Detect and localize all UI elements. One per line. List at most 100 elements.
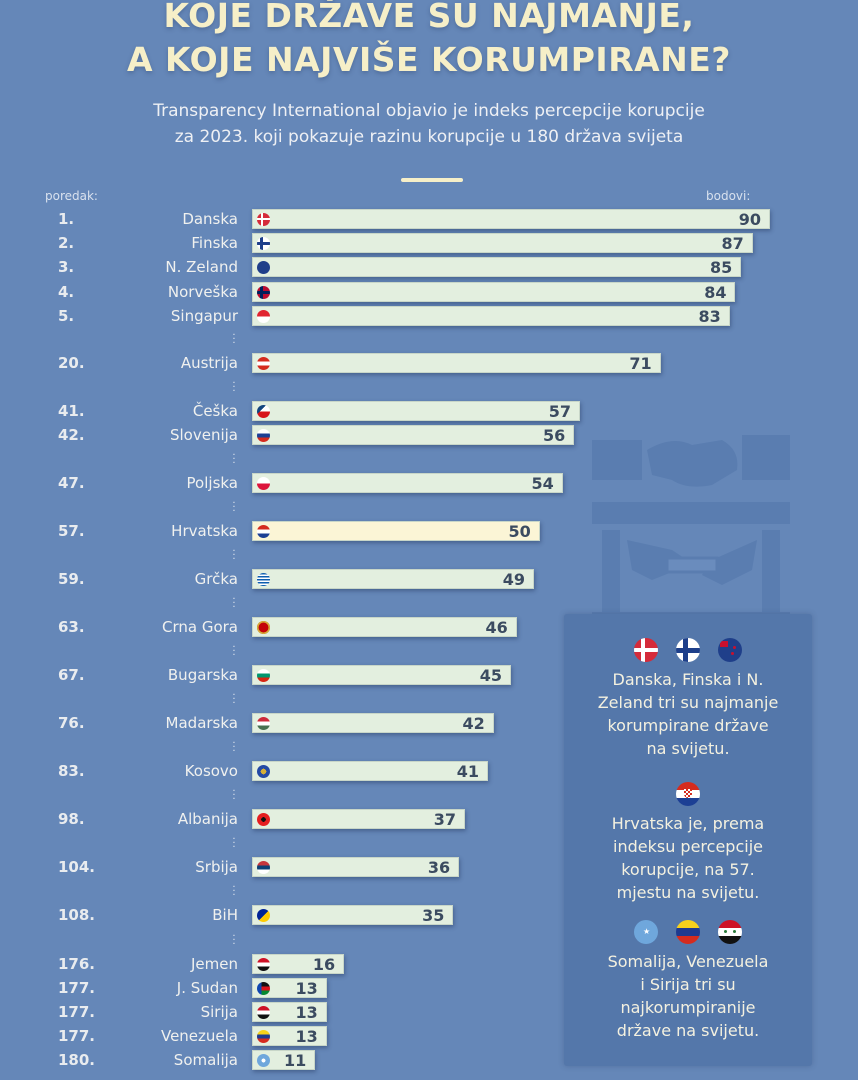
value-label: 71 xyxy=(629,354,652,373)
rank-column-header: poredak: xyxy=(45,189,98,203)
rank-label: 176. xyxy=(58,955,96,973)
syria-flag-icon xyxy=(718,920,742,944)
value-label: 35 xyxy=(422,906,445,925)
venezuela-flag-icon xyxy=(676,920,700,944)
country-label: Poljska xyxy=(186,474,238,492)
value-label: 36 xyxy=(427,858,451,877)
bar: 84 xyxy=(252,282,736,302)
syria-flag-icon xyxy=(257,1006,270,1019)
chart-row: 83. Kosovo 41 xyxy=(0,761,858,781)
info-flags: ★ xyxy=(564,920,812,944)
score-column-header: bodovi: xyxy=(706,189,751,203)
country-label: Kosovo xyxy=(184,762,238,780)
south-sudan-flag-icon xyxy=(257,982,270,995)
bulgaria-flag-icon xyxy=(257,669,270,682)
rank-label: 4. xyxy=(58,283,75,301)
rank-label: 41. xyxy=(58,402,85,420)
info-text-line: i Sirija tri su xyxy=(640,975,736,994)
value-label: 56 xyxy=(543,426,566,445)
value-label: 54 xyxy=(531,474,554,493)
finland-flag-icon xyxy=(676,638,700,662)
greece-flag-icon xyxy=(257,573,270,586)
rank-label: 1. xyxy=(58,210,75,228)
rank-label: 180. xyxy=(58,1051,96,1069)
value-label: 84 xyxy=(704,283,727,302)
info-text-line: Zeland tri su najmanje xyxy=(597,693,779,712)
chart-row: 1. Danska 90 xyxy=(0,209,858,229)
denmark-flag-icon xyxy=(634,638,658,662)
ellipsis-separator: · · · xyxy=(232,498,236,517)
country-label: Bugarska xyxy=(167,666,238,684)
poland-flag-icon xyxy=(257,477,270,490)
info-text-line: Hrvatska je, prema xyxy=(611,814,765,833)
chart-row: 42. Slovenija 56 xyxy=(0,425,858,445)
ellipsis-separator: · · · xyxy=(232,378,236,397)
info-block-least-corrupt: Danska, Finska i N. Zeland tri su najman… xyxy=(564,638,812,760)
kosovo-flag-icon xyxy=(257,765,270,778)
bar: 54 xyxy=(252,473,563,493)
accent-divider xyxy=(401,178,463,182)
bar: 85 xyxy=(252,257,742,277)
croatia-flag-icon xyxy=(257,525,270,538)
chart-row: 76. Madarska 42 xyxy=(0,713,858,733)
country-label: Albanija xyxy=(177,810,238,828)
rank-label: 67. xyxy=(58,666,85,684)
info-block-croatia: Hrvatska je, prema indeksu percepcije ko… xyxy=(564,782,812,904)
country-label: Norveška xyxy=(167,283,238,301)
country-label: J. Sudan xyxy=(176,979,238,997)
rank-label: 108. xyxy=(58,906,96,924)
rank-label: 177. xyxy=(58,979,96,997)
chart-row: 177. Sirija 13 xyxy=(0,1002,858,1022)
chart-row: 176. Jemen 16 xyxy=(0,954,858,974)
bar: 45 xyxy=(252,665,511,685)
rank-label: 2. xyxy=(58,234,75,252)
ellipsis-separator: · · · xyxy=(232,642,236,661)
country-label: Somalija xyxy=(173,1051,238,1069)
country-label: Jemen xyxy=(191,955,238,973)
czechia-flag-icon xyxy=(257,405,270,418)
info-flags xyxy=(564,782,812,806)
finland-flag-icon xyxy=(257,237,270,250)
chart-row: 5. Singapur 83 xyxy=(0,306,858,326)
albania-flag-icon xyxy=(257,813,270,826)
country-label: Sirija xyxy=(200,1003,238,1021)
ellipsis-separator: · · · xyxy=(232,738,236,757)
chart-row: 180. Somalija 11 xyxy=(0,1050,858,1070)
new-zealand-flag-icon xyxy=(257,261,270,274)
info-text-line: Danska, Finska i N. xyxy=(612,670,764,689)
venezuela-flag-icon xyxy=(257,1030,270,1043)
value-label: 46 xyxy=(485,618,508,637)
country-label: Finska xyxy=(191,234,238,252)
bar: 13 xyxy=(252,1026,327,1046)
value-label: 87 xyxy=(721,234,744,253)
subtitle-line-1: Transparency International objavio je in… xyxy=(153,101,705,121)
country-label: Venezuela xyxy=(160,1027,238,1045)
bar: 57 xyxy=(252,401,581,421)
country-label: BiH xyxy=(212,906,238,924)
somalia-flag-icon: ★ xyxy=(634,920,658,944)
info-text-line: države na svijetu. xyxy=(616,1021,760,1040)
country-label: Češka xyxy=(192,402,238,420)
chart-row: 177. Venezuela 13 xyxy=(0,1026,858,1046)
hungary-flag-icon xyxy=(257,717,270,730)
ellipsis-separator: · · · xyxy=(232,786,236,805)
rank-label: 42. xyxy=(58,426,85,444)
chart-row: 4. Norveška 84 xyxy=(0,282,858,302)
country-label: Danska xyxy=(182,210,238,228)
bar: 37 xyxy=(252,809,465,829)
chart-row: 63. Crna Gora 46 xyxy=(0,617,858,637)
subtitle-line-2: za 2023. koji pokazuje razinu korupcije … xyxy=(174,127,684,147)
ellipsis-separator: · · · xyxy=(232,931,236,950)
subtitle: Transparency International objavio je in… xyxy=(0,98,858,150)
value-label: 90 xyxy=(738,210,761,229)
title-line-1: KOJE DRŽAVE SU NAJMANJE, xyxy=(163,0,695,35)
bosnia-flag-icon xyxy=(257,909,270,922)
ellipsis-separator: · · · xyxy=(232,330,236,349)
value-label: 13 xyxy=(295,979,318,998)
info-text-line: na svijetu. xyxy=(646,739,730,758)
country-label: Slovenija xyxy=(169,426,238,444)
chart-row: 59. Grčka 49 xyxy=(0,569,858,589)
bar: 41 xyxy=(252,761,488,781)
croatia-flag-icon xyxy=(676,782,700,806)
norway-flag-icon xyxy=(257,286,270,299)
